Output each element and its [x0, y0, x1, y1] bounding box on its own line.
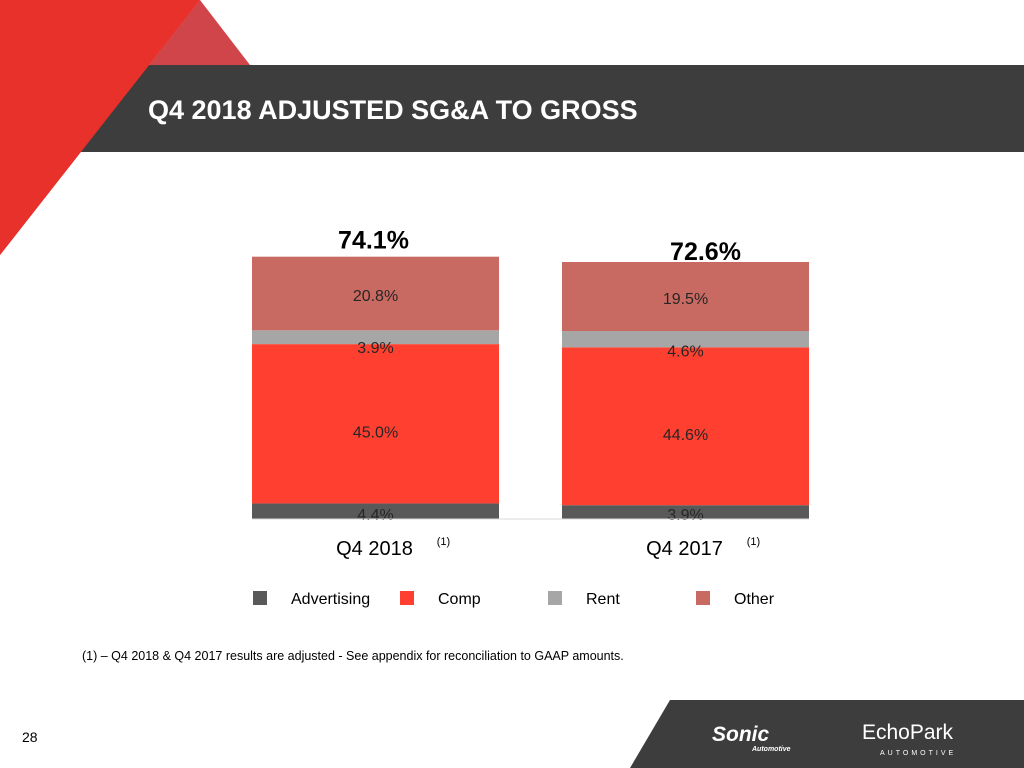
bar-segment-advertising-1 [252, 503, 499, 519]
header-bar [80, 65, 1024, 152]
bar-segment-comp-1 [252, 344, 499, 504]
category-label-1: Q4 2018 [336, 538, 413, 560]
bar-segment-other-2 [562, 261, 809, 332]
data-label-rent-1: 3.9% [357, 340, 393, 357]
legend-label-rent: Rent [586, 591, 620, 608]
category-footnote-ref-1: (1) [437, 536, 450, 548]
legend-swatch-other [696, 591, 710, 605]
data-label-rent-2: 4.6% [667, 343, 703, 360]
red-accent-shade [0, 0, 250, 255]
data-label-advertising-1: 4.4% [357, 507, 393, 524]
data-label-advertising-2: 3.9% [667, 507, 703, 524]
total-label-1: 74.1% [338, 227, 409, 255]
bar-segment-other-1 [252, 256, 499, 331]
data-label-other-2: 19.5% [663, 291, 708, 308]
legend-swatch-comp [400, 591, 414, 605]
bar-segment-advertising-2 [562, 505, 809, 519]
category-footnote-ref-2: (1) [747, 536, 760, 548]
data-label-comp-2: 44.6% [663, 427, 708, 444]
footer-bar [630, 700, 1024, 768]
legend-label-advertising: Advertising [291, 591, 370, 608]
data-label-comp-1: 45.0% [353, 425, 398, 442]
bar-segment-comp-2 [562, 347, 809, 506]
page-number: 28 [22, 729, 38, 745]
legend-label-other: Other [734, 591, 775, 608]
legend-swatch-rent [548, 591, 562, 605]
legend-label-comp: Comp [438, 591, 481, 608]
footnote: (1) – Q4 2018 & Q4 2017 results are adju… [82, 649, 624, 663]
total-label-2: 72.6% [670, 238, 741, 266]
red-accent-front [0, 0, 200, 255]
bar-segment-rent-1 [252, 330, 499, 345]
category-label-2: Q4 2017 [646, 538, 723, 560]
data-label-other-1: 20.8% [353, 288, 398, 305]
legend-swatch-advertising [253, 591, 267, 605]
page-title: Q4 2018 ADJUSTED SG&A TO GROSS [148, 95, 638, 125]
bar-segment-rent-2 [562, 331, 809, 348]
